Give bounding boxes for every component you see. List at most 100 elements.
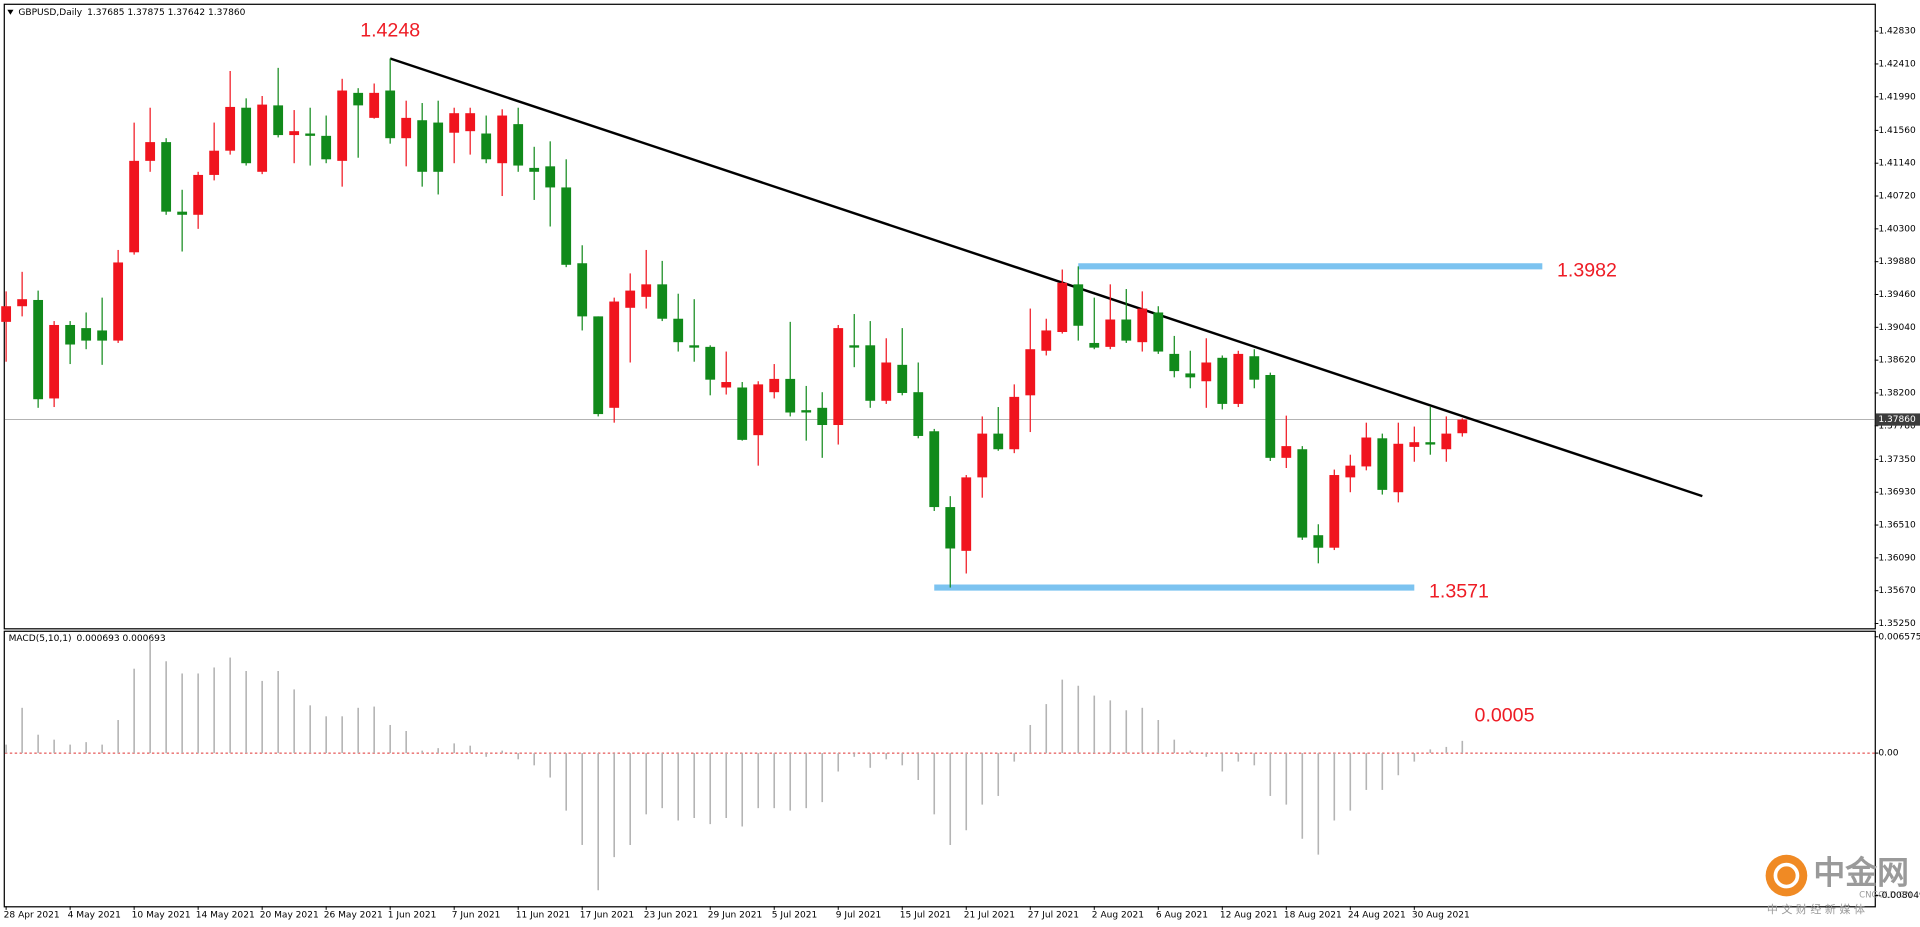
candle-body	[689, 345, 700, 348]
y-tick-label: 1.40720	[1878, 192, 1916, 202]
x-tick-label: 6 Aug 2021	[1156, 910, 1208, 920]
candle-body	[1201, 362, 1212, 382]
candle-body	[1345, 465, 1356, 478]
candle-body	[177, 211, 188, 215]
candle-body	[465, 113, 476, 132]
x-tick-label: 10 May 2021	[132, 910, 191, 920]
candle-body	[801, 410, 812, 413]
candle-body	[545, 166, 556, 188]
watermark-domain: CNGOLD.CN	[1859, 891, 1911, 901]
y-tick-label: 1.35670	[1878, 586, 1916, 596]
macd-values: 0.000693 0.000693	[76, 634, 165, 644]
x-tick-label: 9 Jul 2021	[836, 910, 881, 920]
candle-body	[673, 318, 684, 343]
candle-body	[1457, 419, 1468, 434]
candle-body	[145, 142, 156, 161]
candle-body	[257, 104, 268, 172]
y-tick-label: 1.36510	[1878, 521, 1916, 531]
candle-body	[993, 433, 1004, 450]
candle-body	[705, 346, 716, 380]
y-tick-label: 1.38200	[1878, 388, 1916, 398]
candle-body	[1057, 282, 1068, 333]
y-tick-label: 1.38620	[1878, 356, 1916, 366]
candle-body	[97, 330, 108, 341]
y-tick-label: 1.35250	[1878, 619, 1916, 629]
candle-body	[1073, 284, 1084, 326]
y-tick-label: 1.36930	[1878, 488, 1916, 498]
candle-body	[657, 284, 668, 319]
candle-body	[1233, 353, 1244, 404]
candle-body	[449, 113, 460, 133]
candle-body	[1009, 396, 1020, 450]
x-tick-label: 24 Aug 2021	[1348, 910, 1406, 920]
x-tick-label: 14 May 2021	[196, 910, 255, 920]
candle-body	[1393, 443, 1404, 493]
x-tick-label: 11 Jun 2021	[516, 910, 570, 920]
x-tick-label: 15 Jul 2021	[900, 910, 951, 920]
candle-body	[273, 105, 284, 136]
x-tick-label: 2 Aug 2021	[1092, 910, 1144, 920]
level-label: 1.3571	[1429, 581, 1489, 603]
price-header: GBPUSD,Daily 1.37685 1.37875 1.37642 1.37…	[18, 8, 245, 18]
candle-body	[1, 306, 12, 322]
y-tick-label: -0.008049	[1878, 891, 1920, 901]
macd-title: MACD(5,10,1)	[9, 634, 72, 644]
candle-body	[737, 387, 748, 440]
price-tag-label: 1.37860	[1878, 415, 1916, 425]
candle-body	[1441, 433, 1452, 450]
watermark: 中金网 CNGOLD.CN 中 文 财 经 新 媒 体	[1765, 853, 1911, 916]
candle-body	[1265, 374, 1276, 458]
candle-body	[353, 92, 364, 106]
candle-body	[753, 384, 764, 436]
y-tick-label: 1.41140	[1878, 159, 1916, 169]
annotation: 1.4248	[360, 20, 420, 42]
x-tick-label: 20 May 2021	[260, 910, 319, 920]
menu-arrow[interactable]	[7, 9, 14, 15]
candle-body	[641, 284, 652, 297]
y-tick-label: 1.39880	[1878, 257, 1916, 267]
candle-body	[881, 362, 892, 401]
candle-body	[289, 131, 300, 136]
candle-body	[1409, 442, 1420, 447]
candle-body	[113, 262, 124, 341]
candle-body	[369, 92, 380, 118]
candle-body	[1153, 312, 1164, 352]
price-tag	[1875, 413, 1920, 426]
candle-body	[1041, 330, 1052, 351]
candle-body	[609, 301, 620, 408]
candle-body	[241, 107, 252, 164]
y-tick-label: 1.37780	[1878, 421, 1916, 431]
watermark-tagline: 中 文 财 经 新 媒 体	[1767, 902, 1865, 916]
candle-body	[721, 382, 732, 388]
x-tick-label: 28 Apr 2021	[4, 910, 60, 920]
x-tick-label: 30 Aug 2021	[1412, 910, 1470, 920]
x-tick-label: 27 Jul 2021	[1028, 910, 1079, 920]
y-tick-label: 0.00	[1878, 749, 1898, 759]
candle-body	[913, 392, 924, 436]
x-tick-label: 21 Jul 2021	[964, 910, 1015, 920]
x-tick-label: 26 May 2021	[324, 910, 383, 920]
candle-body	[961, 477, 972, 551]
candle-body	[833, 328, 844, 426]
candle-body	[481, 133, 492, 160]
candle-body	[785, 378, 796, 413]
candle-body	[209, 150, 220, 175]
annotation: 0.0005	[1475, 704, 1535, 726]
logo-circle	[1765, 854, 1808, 897]
candle-body	[929, 431, 940, 508]
candle-body	[417, 120, 428, 172]
candle-body	[945, 507, 956, 549]
candle-body	[225, 106, 236, 151]
candle-body	[529, 167, 540, 172]
candle-body	[337, 90, 348, 161]
candle-body	[593, 316, 604, 415]
candle-body	[1105, 319, 1116, 347]
candle-body	[321, 135, 332, 160]
x-tick-label: 1 Jun 2021	[388, 910, 437, 920]
y-tick-label: 1.40300	[1878, 224, 1916, 234]
logo-ring	[1773, 862, 1800, 889]
candle-body	[1361, 437, 1372, 467]
candle-body	[865, 345, 876, 401]
